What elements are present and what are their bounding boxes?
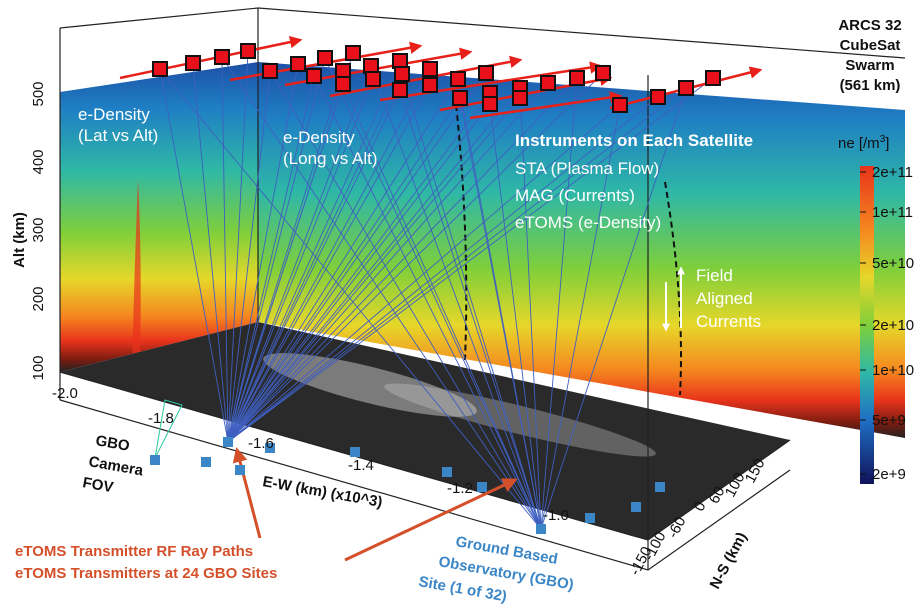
gbo-site	[585, 513, 595, 523]
figure: e-Density (Lat vs Alt) e-Density (Long v…	[0, 0, 923, 609]
panel-label: (Long vs Alt)	[283, 149, 378, 168]
alt-tick-label: 100	[30, 355, 47, 380]
ew-tick-label: -1.2	[447, 480, 473, 497]
satellite	[215, 50, 229, 64]
title: Swarm	[845, 57, 894, 74]
gbo-site	[655, 482, 665, 492]
satellite	[307, 69, 321, 83]
colorbar-tick-label: 1e+11	[872, 204, 913, 221]
instruments-title: Instruments on Each Satellite	[515, 131, 753, 150]
satellite	[613, 98, 627, 112]
satellite	[153, 62, 167, 76]
satellite	[541, 76, 555, 90]
title: (561 km)	[840, 77, 901, 94]
panel-label: e-Density	[78, 105, 150, 124]
colorbar-tick-label: 5e+10	[872, 255, 914, 272]
title: CubeSat	[840, 37, 901, 54]
satellite	[651, 90, 665, 104]
satellite	[570, 71, 584, 85]
annotation: eTOMS Transmitters at 24 GBO Sites	[15, 565, 277, 582]
satellite	[393, 83, 407, 97]
ew-tick-label: -1.4	[348, 457, 374, 474]
satellite	[366, 72, 380, 86]
satellite	[318, 51, 332, 65]
satellite	[423, 62, 437, 76]
instrument: eTOMS (e-Density)	[515, 213, 661, 232]
colorbar-tick-label: 2e+10	[872, 317, 914, 334]
instrument: STA (Plasma Flow)	[515, 159, 659, 178]
field-label: Aligned	[696, 289, 753, 308]
satellite	[679, 81, 693, 95]
gbo-site	[235, 465, 245, 475]
alt-tick-label: 200	[30, 286, 47, 311]
satellite	[479, 66, 493, 80]
camera-label: GBO	[94, 432, 131, 455]
colorbar-tick-label: 2e+9	[872, 466, 906, 483]
title: ARCS 32	[838, 17, 901, 34]
annotation: eTOMS Transmitter RF Ray Paths	[15, 543, 253, 560]
panel-label: e-Density	[283, 128, 355, 147]
satellite	[291, 57, 305, 71]
annotation-arrow	[237, 450, 260, 538]
gbo-site	[201, 457, 211, 467]
satellite	[453, 91, 467, 105]
ns-axis-label: N-S (km)	[707, 529, 751, 591]
ew-axis-label: E-W (km) (x10^3)	[261, 473, 383, 511]
field-label: Field	[696, 266, 733, 285]
satellite	[451, 72, 465, 86]
alt-axis-label: Alt (km)	[11, 212, 28, 268]
satellite	[423, 78, 437, 92]
satellite	[364, 59, 378, 73]
gbo-site	[536, 524, 546, 534]
colorbar-tick-label: 2e+11	[872, 164, 913, 181]
satellite	[393, 54, 407, 68]
gbo-site	[350, 447, 360, 457]
gbo-site	[631, 502, 641, 512]
colorbar-tick-label: 1e+10	[872, 362, 914, 379]
satellite	[706, 71, 720, 85]
alt-tick-label: 400	[30, 149, 47, 174]
instrument: MAG (Currents)	[515, 186, 635, 205]
alt-tick-label: 300	[30, 217, 47, 242]
satellite	[263, 64, 277, 78]
gbo-site	[477, 482, 487, 492]
colorbar-label-text: ne [/m	[838, 135, 880, 152]
panel-label: (Lat vs Alt)	[78, 126, 158, 145]
ew-tick-label: -1.6	[248, 435, 274, 452]
ew-tick-label: -1.8	[148, 410, 174, 427]
satellite	[336, 77, 350, 91]
camera-label: FOV	[81, 474, 114, 496]
satellite	[346, 46, 360, 60]
satellite	[186, 56, 200, 70]
gbo-site	[442, 467, 452, 477]
ew-tick-label: -2.0	[52, 385, 78, 402]
satellite	[513, 91, 527, 105]
satellite	[596, 66, 610, 80]
field-label: Currents	[696, 312, 761, 331]
gbo-site	[150, 455, 160, 465]
colorbar-tick-label: 5e+9	[872, 412, 906, 429]
alt-tick-label: 500	[30, 81, 47, 106]
satellite	[395, 67, 409, 81]
ew-tick-label: -1.0	[543, 507, 569, 524]
satellite	[336, 64, 350, 78]
satellite	[241, 44, 255, 58]
gbo-site	[223, 437, 233, 447]
colorbar-label-end: ]	[885, 135, 889, 152]
satellite	[483, 97, 497, 111]
